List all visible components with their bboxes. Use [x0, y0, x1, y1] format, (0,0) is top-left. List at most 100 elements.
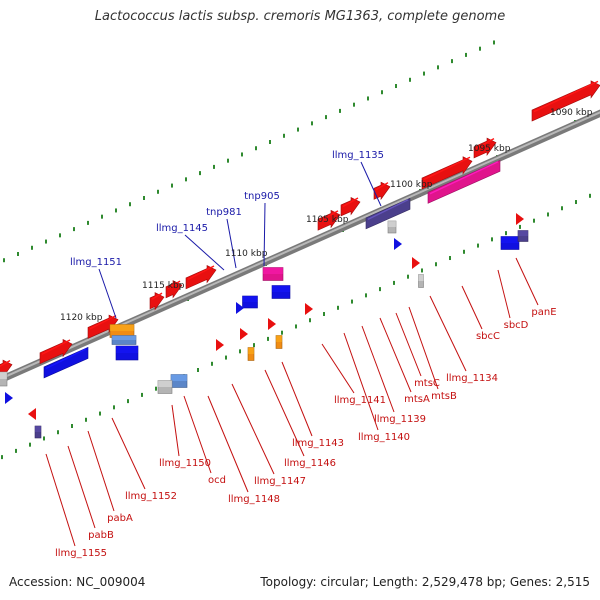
gene-sbcC-upper	[421, 156, 473, 190]
label-sbcC: sbcC	[476, 331, 500, 342]
gene-small-red-7	[28, 408, 36, 420]
gene-llmg_1135-highlight	[388, 221, 396, 227]
leader-mtsA	[379, 317, 412, 393]
scale-label: 1105 kbp	[306, 215, 349, 225]
label-llmg_1143: llmg_1143	[292, 438, 344, 449]
gene-llmg_1139-highlight	[375, 182, 389, 191]
scale-label: 1090 kbp	[550, 108, 593, 118]
gene-sbcC-upper-highlight	[423, 156, 471, 181]
gene-pabB	[39, 339, 73, 365]
gene-purple-small-2-highlight	[35, 426, 41, 432]
gene-small-red	[516, 213, 524, 225]
leader-llmg_1140	[343, 332, 379, 431]
leader-sbcC	[461, 285, 483, 330]
leader-llmg_1139	[361, 325, 395, 413]
leader-llmg_1145	[184, 234, 225, 271]
accession-text: Accession: NC_009004	[9, 575, 146, 589]
label-mtsA: mtsA	[404, 394, 430, 405]
scale-label: 1110 kbp	[225, 249, 268, 259]
backbone	[0, 109, 600, 384]
label-llmg_1148: llmg_1148	[228, 494, 280, 505]
map-title: Lactococcus lactis subsp. cremoris MG136…	[94, 9, 506, 24]
gene-llmg_1146	[185, 265, 217, 290]
gene-small-red-4	[216, 339, 224, 351]
leader-panE	[515, 257, 539, 306]
label-mtsB: mtsB	[431, 391, 457, 402]
gene-llmg_1141-highlight	[319, 210, 339, 222]
leader-pabA	[87, 430, 115, 512]
leader-mtsC	[395, 312, 422, 377]
gene-llmg_1146-highlight	[187, 265, 215, 280]
label-tnp981: tnp981	[206, 207, 242, 218]
leader-llmg_1152	[111, 417, 146, 490]
gene-small-red-2	[412, 257, 420, 269]
gene-llmg_1140	[340, 197, 361, 217]
leader-tnp905	[263, 202, 266, 267]
scale-label: 1095 kbp	[468, 144, 511, 154]
label-llmg_1140: llmg_1140	[358, 432, 410, 443]
leader-llmg_1147	[231, 383, 275, 475]
gene-llmg_1139	[373, 181, 391, 201]
gene-panE-highlight	[533, 80, 599, 113]
gene-blue-edge	[5, 392, 13, 404]
gene-llmg_1150-highlight	[171, 374, 187, 381]
label-llmg_1135: llmg_1135	[332, 150, 384, 161]
label-llmg_1150: llmg_1150	[159, 458, 211, 469]
label-pabA: pabA	[107, 513, 133, 524]
gene-llmg_1141	[317, 209, 341, 231]
label-llmg_1139: llmg_1139	[374, 414, 426, 425]
leader-llmg_1146	[264, 369, 305, 457]
gene-purple-small-highlight	[518, 230, 528, 236]
genes	[0, 80, 600, 439]
leader-pabB	[67, 445, 96, 529]
gene-pabA	[43, 346, 89, 379]
gene-tnp905-b-highlight	[272, 285, 290, 292]
gene-sbcD	[473, 137, 497, 159]
gene-tnp981-arrow	[236, 302, 244, 314]
scale-labels: 1090 kbp 1095 kbp 1100 kbp 1105 kbp 1110 kbp…	[60, 108, 593, 323]
label-llmg_1145: llmg_1145	[156, 223, 208, 234]
gene-sbcD-highlight	[475, 137, 495, 149]
gene-llmg_1151-highlight	[116, 346, 138, 353]
label-llmg_1155: llmg_1155	[55, 548, 107, 559]
gene-orange-small-2-highlight	[276, 335, 282, 342]
label-tnp905: tnp905	[244, 191, 280, 202]
label-llmg_1134: llmg_1134	[446, 373, 498, 384]
gene-mts-highlight	[367, 199, 409, 220]
leader-tnp981	[226, 218, 237, 269]
gene-llmg_1152-highlight	[89, 314, 117, 330]
gene-sbcC	[427, 159, 501, 204]
label-llmg_1141: llmg_1141	[334, 395, 386, 406]
gene-small-red-6	[268, 318, 276, 330]
leader-llmg_1134	[429, 295, 467, 372]
gene-llmg_1151-orange-highlight	[110, 324, 134, 331]
leader-llmg_1148	[207, 395, 249, 493]
gene-orange-small-highlight	[248, 347, 254, 354]
scale-label: 1100 kbp	[390, 180, 433, 190]
label-pabB: pabB	[88, 530, 114, 541]
gene-gray-mark-highlight	[418, 274, 424, 281]
label-leaders	[45, 161, 539, 547]
gene-llmg_1147	[165, 280, 183, 299]
label-panE: panE	[531, 307, 556, 318]
gene-ocd-highlight	[151, 292, 163, 300]
gene-small-red-3	[305, 303, 313, 315]
gene-tnp905-highlight	[263, 267, 283, 274]
gene-pabA-highlight	[45, 348, 87, 370]
leader-ocd	[183, 395, 212, 474]
gene-llmg_1155-highlight	[0, 360, 11, 368]
gene-tnp981-highlight	[242, 296, 258, 302]
gene-llmg_1151-steel-highlight	[112, 335, 136, 340]
leader-llmg_1151	[98, 268, 117, 319]
leader-mtsB	[408, 306, 439, 390]
label-mtsC: mtsC	[414, 378, 440, 389]
topology-text: Topology: circular; Length: 2,529,478 bp…	[260, 575, 590, 589]
leader-llmg_1143	[281, 361, 313, 437]
leader-llmg_1135	[360, 161, 382, 207]
gene-small-red-5	[240, 328, 248, 340]
backbone-highlight	[0, 111, 600, 381]
leader-llmg_1141	[321, 343, 355, 394]
gene-blue-small-highlight	[501, 236, 519, 243]
